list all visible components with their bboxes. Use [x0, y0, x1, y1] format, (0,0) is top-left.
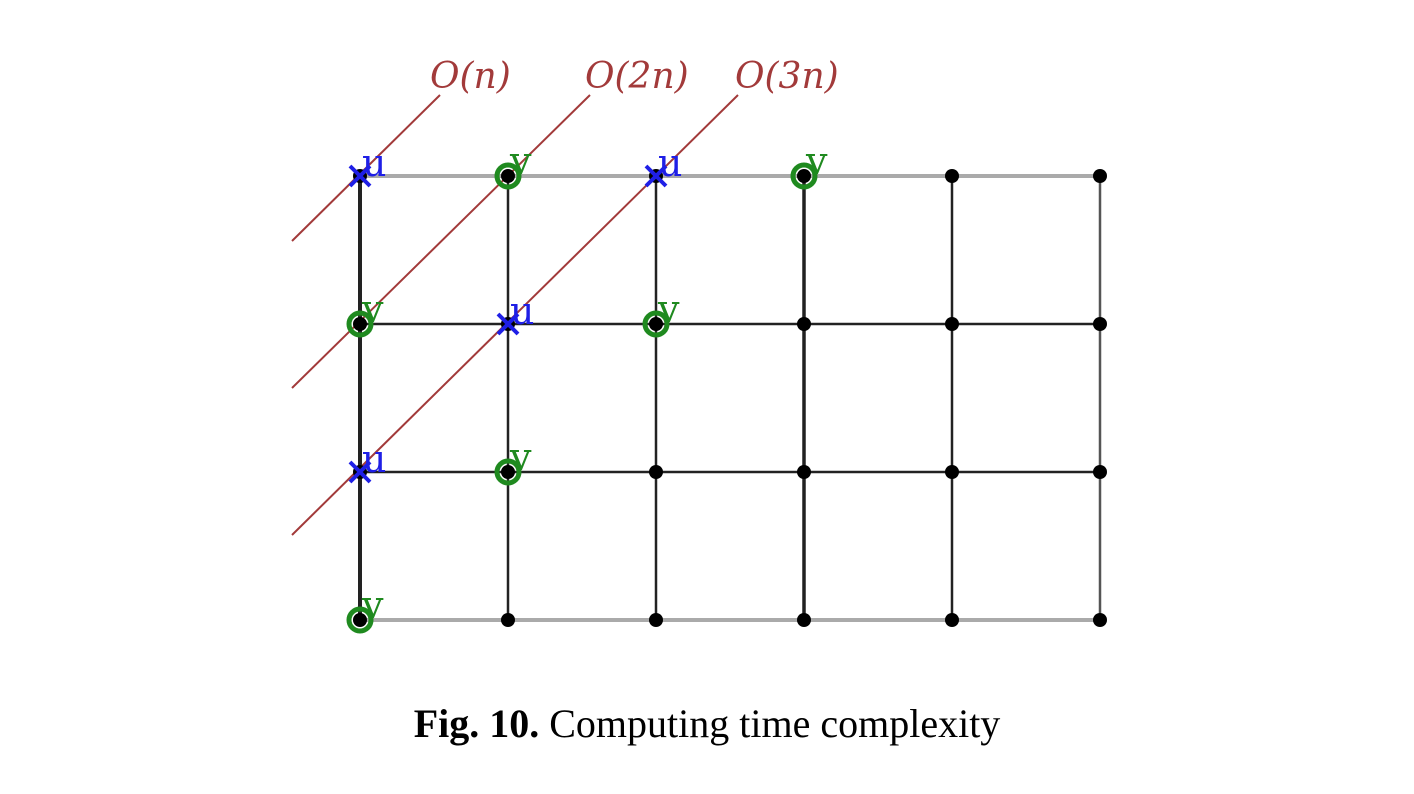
- grid-node: [945, 465, 959, 479]
- grid-node: [945, 169, 959, 183]
- grid-node: [1093, 465, 1107, 479]
- grid-edges: [358, 174, 1102, 622]
- grid-node: [649, 613, 663, 627]
- u-cross: [348, 460, 372, 484]
- complexity-label: O(2n): [585, 56, 689, 97]
- u-label: u: [362, 141, 386, 185]
- u-cross: [644, 164, 668, 188]
- grid-node: [501, 169, 515, 183]
- complexity-label: O(n): [430, 56, 511, 97]
- grid-node: [649, 465, 663, 479]
- v-ring: [346, 606, 374, 634]
- caption-text: Computing time complexity: [549, 701, 1001, 746]
- grid-node: [1093, 613, 1107, 627]
- v-label: v: [805, 139, 828, 183]
- figure-caption: Fig. 10. Computing time complexity: [0, 700, 1414, 747]
- v-ring: [494, 458, 522, 486]
- grid-node: [1093, 317, 1107, 331]
- grid-node: [501, 465, 515, 479]
- v-label: v: [361, 287, 384, 331]
- grid-node: [797, 317, 811, 331]
- u-cross: [496, 312, 520, 336]
- figure-number: Fig. 10.: [413, 701, 540, 746]
- v-ring: [494, 162, 522, 190]
- grid-node: [945, 317, 959, 331]
- complexity-label: O(3n): [735, 56, 839, 97]
- grid-node: [649, 317, 663, 331]
- complexity-line: [291, 94, 591, 389]
- grid-node: [1093, 169, 1107, 183]
- v-ring: [642, 310, 670, 338]
- v-ring: [790, 162, 818, 190]
- u-label: u: [658, 141, 682, 185]
- grid-node: [353, 613, 367, 627]
- grid-node: [501, 613, 515, 627]
- v-ring: [346, 310, 374, 338]
- grid-diagram: u u u u v v v v v v O(n) O(2n) O(3n): [291, 56, 1107, 634]
- v-label: v: [509, 139, 532, 183]
- u-label: u: [510, 289, 534, 333]
- grid-node: [945, 613, 959, 627]
- v-label: v: [361, 583, 384, 627]
- grid-node: [797, 169, 811, 183]
- u-label: u: [362, 437, 386, 481]
- u-cross: [348, 164, 372, 188]
- grid-nodes: [353, 169, 1107, 627]
- complexity-labels: O(n) O(2n) O(3n): [430, 56, 839, 97]
- grid-node: [797, 465, 811, 479]
- v-label: v: [509, 435, 532, 479]
- grid-node: [353, 317, 367, 331]
- v-label: v: [657, 287, 680, 331]
- grid-node: [797, 613, 811, 627]
- vertex-markers: u u u u v v v v v v: [346, 139, 828, 634]
